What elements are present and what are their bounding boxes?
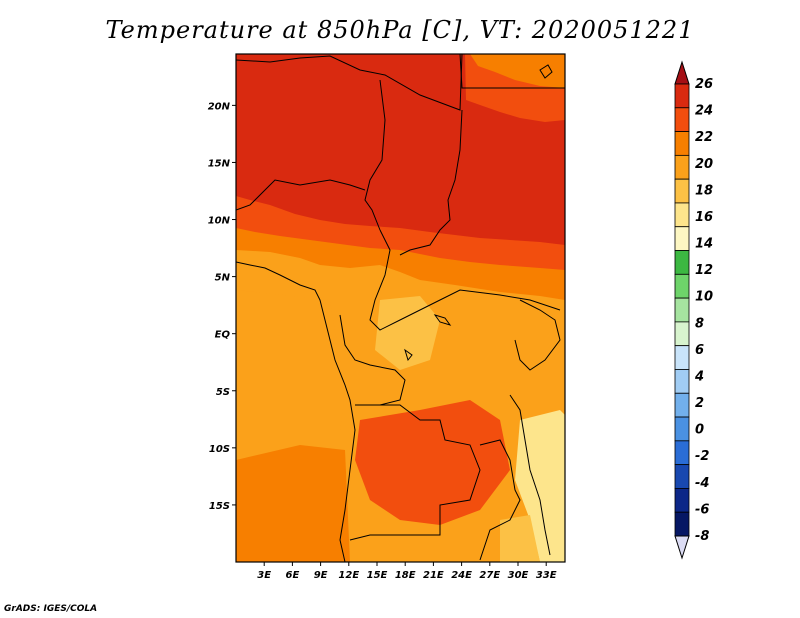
colorbar-level-label: 22 (695, 130, 713, 145)
colorbar-level-label: 12 (695, 263, 713, 278)
colorbar-segment (674, 321, 690, 347)
lon-tick-label: 24E (451, 570, 472, 581)
colorbar-segment (674, 154, 690, 180)
niger-chad-border (364, 79, 386, 231)
congo-gabon-border (339, 314, 406, 406)
east-lakes-border (514, 299, 561, 371)
plot-frame (235, 53, 566, 563)
map-title: Temperature at 850hPa [C], VT: 202005122… (105, 16, 695, 44)
colorbar-level-label: 0 (695, 423, 704, 438)
colorbar-level-label: 2 (695, 396, 704, 411)
colorbar-segment (674, 202, 690, 228)
country-borders (236, 54, 565, 562)
lake-tanganyika-malawi (509, 394, 551, 556)
lon-tick-label: 3E (257, 570, 271, 581)
colorbar-level-label: 18 (695, 183, 713, 198)
lon-tick-label: 30E (508, 570, 529, 581)
colorbar-segment (674, 226, 690, 251)
colorbar-segment (674, 511, 690, 537)
field-22-24-south (355, 400, 510, 525)
colorbar-level-label: 26 (695, 77, 713, 92)
lon-tick-label: 21E (423, 570, 444, 581)
lat-tick-label: 20N (208, 101, 231, 112)
colorbar-segment (674, 488, 690, 513)
colorbar-segment (674, 369, 690, 394)
colorbar-segment (674, 464, 690, 489)
lon-tick-label: 33E (536, 570, 557, 581)
angola-border (349, 404, 481, 541)
field-16-18-southeast (515, 410, 565, 562)
lat-tick-label: 5N (215, 273, 231, 284)
lat-tick-label: 10N (208, 216, 231, 227)
west-coastline (236, 261, 356, 562)
lon-tick-label: 12E (338, 570, 359, 581)
colorbar-segment (674, 440, 690, 466)
lake-small-2 (404, 348, 413, 362)
latitude-axis: 20N 15N 10N 5N EQ 5S 10S 15S (208, 101, 236, 512)
lake-small-1 (433, 314, 452, 326)
colorbar-segment (674, 345, 690, 370)
colorbar-level-label: 14 (695, 237, 713, 252)
egypt-sudan-border (459, 54, 565, 89)
colorbar-level-label: 24 (695, 104, 713, 119)
colorbar-level-label: 20 (695, 157, 713, 172)
lon-tick-label: 6E (286, 570, 300, 581)
lon-tick-label: 15E (367, 570, 388, 581)
footer-credit: GrADS: IGES/COLA (4, 604, 98, 614)
nigeria-north-border (236, 179, 366, 211)
colorbar-segment (674, 297, 690, 323)
colorbar-level-label: 4 (694, 369, 704, 384)
north-border (236, 54, 463, 111)
colorbar-level-label: 8 (695, 316, 704, 331)
lon-tick-label: 9E (314, 570, 328, 581)
field-20-22-northeast (470, 54, 565, 88)
colorbar-level-label: 10 (695, 290, 713, 305)
lat-tick-label: 15N (208, 158, 231, 169)
field-16-18-congo (375, 296, 440, 370)
chad-sudan-border (399, 109, 463, 256)
colorbar-level-label: -8 (695, 529, 709, 544)
colorbar-level-label: 16 (695, 210, 713, 225)
colorbar-level-label: -6 (695, 502, 709, 517)
colorbar-segment (674, 107, 690, 132)
lat-tick-label: 5S (216, 387, 230, 398)
field-18-southeast-patch (500, 515, 540, 562)
lon-tick-label: 18E (395, 570, 416, 581)
colorbar-level-label: -2 (695, 449, 709, 464)
colorbar-top-arrow (674, 60, 690, 85)
colorbar-segment (674, 416, 690, 442)
lake-feature (539, 64, 553, 79)
field-20-22-southwest (236, 445, 350, 562)
colorbar-segment (674, 131, 690, 156)
colorbar-level-label: -4 (695, 476, 709, 491)
colorbar-segment (674, 178, 690, 204)
central-africa-border (369, 229, 561, 331)
colorbar-segment (674, 273, 690, 299)
colorbar-segment (674, 392, 690, 418)
zambia-border (479, 439, 521, 561)
longitude-axis: 3E 6E 9E 12E 15E 18E 21E 24E 27E 30E 33E (257, 562, 557, 581)
lon-tick-label: 27E (479, 570, 500, 581)
colorbar-level-label: 6 (695, 343, 704, 358)
lat-tick-label: 10S (209, 444, 230, 455)
colorbar-segment (674, 83, 690, 109)
colorbar-bottom-arrow (674, 535, 690, 560)
field-18-20-west (236, 290, 345, 455)
lat-tick-label: 15S (209, 501, 230, 512)
lat-tick-label: EQ (215, 330, 231, 341)
temperature-field (236, 54, 565, 562)
colorbar-segment (674, 250, 690, 275)
